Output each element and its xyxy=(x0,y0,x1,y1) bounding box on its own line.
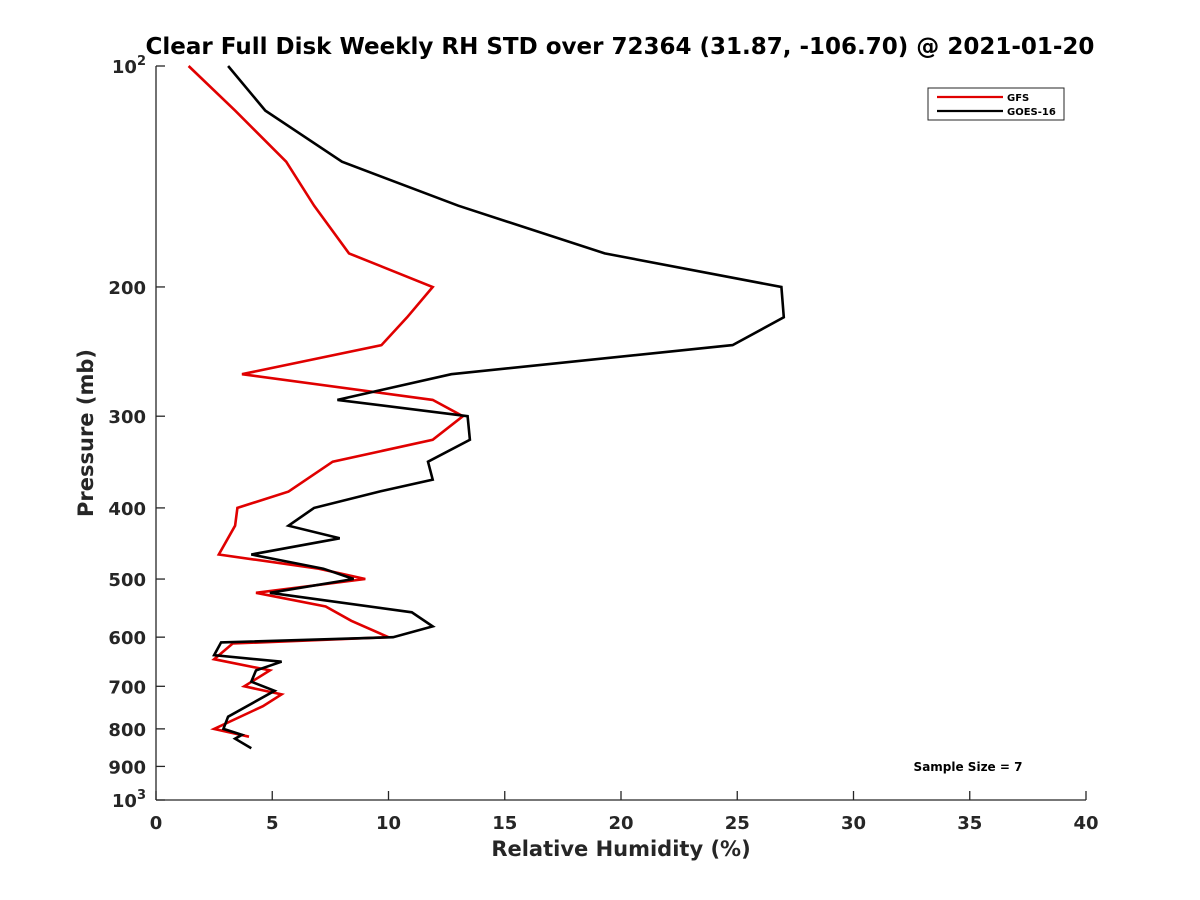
y-tick-label: 200 xyxy=(108,278,146,299)
legend-label-goes16: GOES-16 xyxy=(1007,107,1056,118)
x-tick-label: 10 xyxy=(376,813,401,834)
x-tick-label: 20 xyxy=(608,813,633,834)
y-tick-label-base: 900 xyxy=(108,757,146,778)
x-axis-label: Relative Humidity (%) xyxy=(491,837,750,861)
y-tick-label-base: 600 xyxy=(108,628,146,649)
y-axis-label: Pressure (mb) xyxy=(74,349,98,517)
y-tick-label: 103 xyxy=(112,788,146,812)
x-tick-label: 30 xyxy=(841,813,866,834)
legend-label-gfs: GFS xyxy=(1007,93,1029,104)
y-tick-label: 102 xyxy=(112,54,146,78)
x-tick-label: 15 xyxy=(492,813,517,834)
x-tick-label: 25 xyxy=(725,813,750,834)
y-tick-label: 500 xyxy=(108,570,146,591)
y-tick-label: 300 xyxy=(108,407,146,428)
y-tick-label: 600 xyxy=(108,628,146,649)
y-tick-label: 800 xyxy=(108,720,146,741)
y-tick-label-base: 800 xyxy=(108,720,146,741)
sample-size-annotation: Sample Size = 7 xyxy=(914,760,1023,774)
y-tick-label: 900 xyxy=(108,757,146,778)
y-tick-label-exponent: 3 xyxy=(137,788,146,803)
y-tick-label-base: 700 xyxy=(108,677,146,698)
data-series xyxy=(187,65,786,750)
y-tick-label-base: 400 xyxy=(108,499,146,520)
chart-title: Clear Full Disk Weekly RH STD over 72364… xyxy=(146,34,1095,60)
y-tick-label: 700 xyxy=(108,677,146,698)
x-tick-label: 40 xyxy=(1073,813,1098,834)
y-tick-label-base: 200 xyxy=(108,278,146,299)
legend: GFS GOES-16 xyxy=(927,87,1065,121)
y-tick-label-base: 500 xyxy=(108,570,146,591)
y-tick-label-base: 10 xyxy=(112,791,137,812)
x-ticks: 0 5 10 15 20 25 30 35 40 xyxy=(150,791,1099,834)
y-tick-label: 400 xyxy=(108,499,146,520)
x-tick-label: 0 xyxy=(150,813,163,834)
y-tick-label-base: 300 xyxy=(108,407,146,428)
x-tick-label: 5 xyxy=(266,813,279,834)
x-tick-label: 35 xyxy=(957,813,982,834)
series-line-goes-16 xyxy=(212,65,786,750)
y-tick-label-base: 10 xyxy=(112,57,137,78)
y-tick-label-exponent: 2 xyxy=(137,54,146,69)
series-line-gfs xyxy=(187,65,466,738)
legend-box xyxy=(927,87,1065,121)
